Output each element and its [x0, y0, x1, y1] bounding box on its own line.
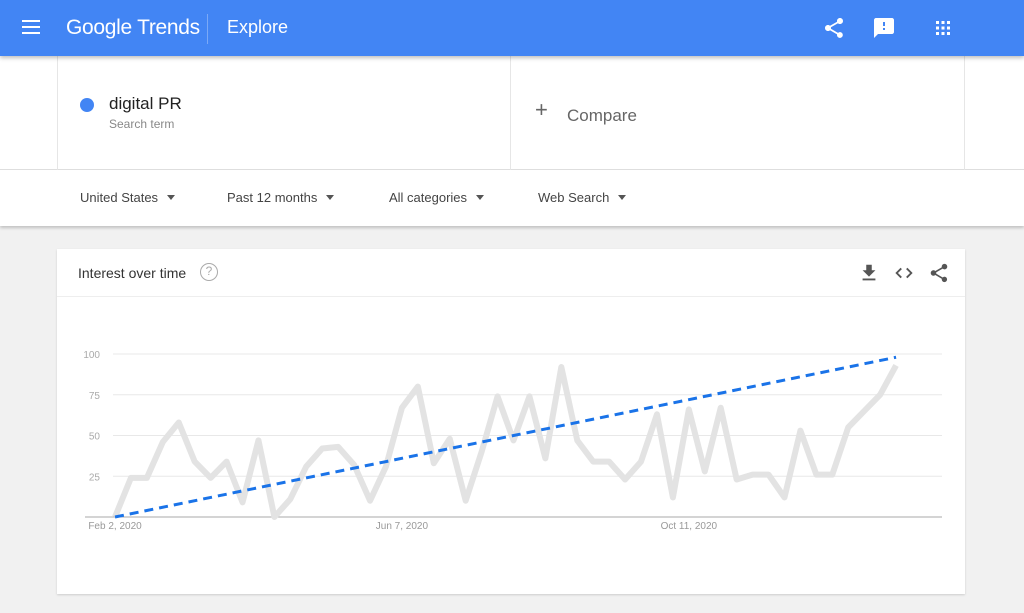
- help-icon[interactable]: ?: [200, 263, 218, 281]
- top-app-bar: Google Trends Explore: [0, 0, 1024, 56]
- filter-category[interactable]: All categories: [389, 190, 485, 205]
- compare-label: Compare: [567, 106, 637, 125]
- feedback-icon[interactable]: [872, 16, 896, 40]
- filter-time-range[interactable]: Past 12 months: [227, 190, 335, 205]
- page-title: Explore: [227, 17, 289, 37]
- filter-label: United States: [80, 190, 159, 205]
- filter-region[interactable]: United States: [80, 190, 176, 205]
- term-color-dot: [80, 98, 94, 112]
- dropdown-arrow-icon: [326, 195, 335, 200]
- y-tick-label: 50: [89, 432, 101, 443]
- x-tick-label: Jun 7, 2020: [376, 521, 429, 532]
- filter-label: Web Search: [538, 190, 610, 205]
- card-header: Interest over time ?: [57, 249, 965, 297]
- filter-label: Past 12 months: [227, 190, 318, 205]
- interest-series-line: [112, 363, 899, 520]
- compare-button[interactable]: + Compare: [511, 56, 965, 170]
- y-tick-label: 75: [89, 391, 101, 402]
- search-term-type: Search term: [109, 117, 175, 131]
- download-icon[interactable]: [858, 262, 880, 284]
- divider: [207, 14, 208, 44]
- google-trends-logo[interactable]: Google Trends: [66, 16, 200, 39]
- filter-search-type[interactable]: Web Search: [538, 190, 627, 205]
- share-icon[interactable]: [822, 16, 846, 40]
- share-icon[interactable]: [928, 262, 950, 284]
- filter-label: All categories: [389, 190, 468, 205]
- plus-icon: +: [535, 97, 548, 122]
- x-tick-label: Feb 2, 2020: [88, 521, 142, 532]
- dropdown-arrow-icon: [618, 195, 627, 200]
- dropdown-arrow-icon: [167, 195, 176, 200]
- search-term[interactable]: digital PR: [109, 94, 182, 113]
- embed-icon[interactable]: [893, 262, 915, 284]
- interest-chart[interactable]: 25 50 75 100 Feb 2, 2020 Jun 7, 2020 Oct 11, 2…: [57, 297, 965, 594]
- interest-over-time-card: Interest over time ? 25 50 75 100 Feb 2, 202…: [57, 249, 965, 594]
- menu-icon[interactable]: [22, 20, 40, 34]
- y-tick-label: 25: [89, 472, 101, 483]
- x-tick-label: Oct 11, 2020: [661, 521, 718, 532]
- card-title: Interest over time: [78, 265, 187, 281]
- trend-line: [114, 355, 897, 519]
- apps-icon[interactable]: [931, 16, 955, 40]
- y-tick-label: 100: [83, 350, 100, 361]
- search-area: digital PR Search term + Compare: [0, 56, 1024, 170]
- dropdown-arrow-icon: [476, 195, 485, 200]
- search-term-box[interactable]: digital PR Search term: [57, 56, 511, 170]
- filter-bar: United States Past 12 months All categor…: [0, 170, 1024, 226]
